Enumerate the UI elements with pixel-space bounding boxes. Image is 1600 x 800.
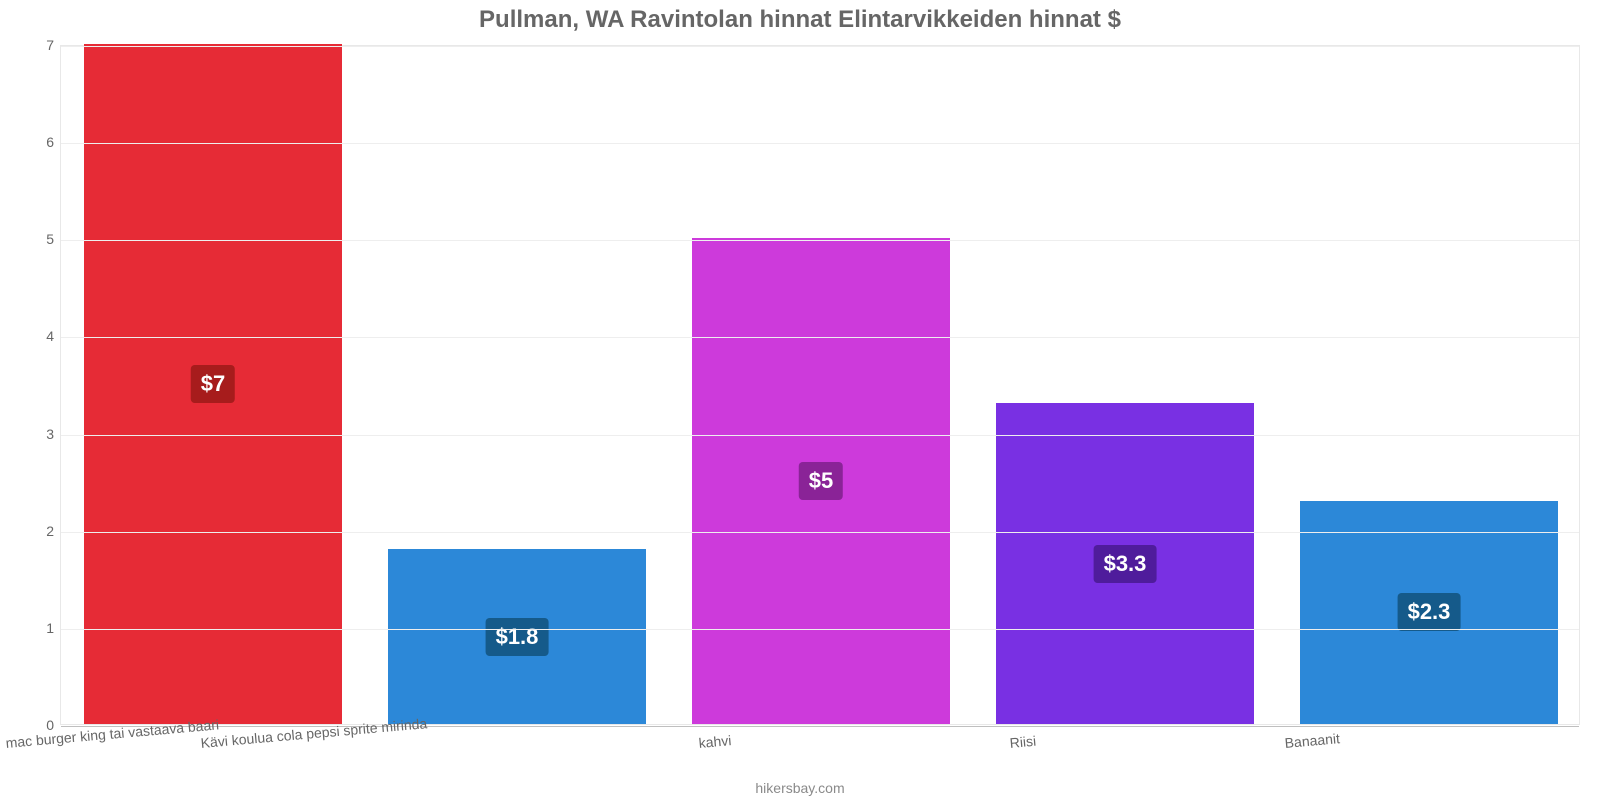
plot-area: $7 $1.8 $5 $3.3 $2.3 xyxy=(60,45,1580,725)
bar-value-label: $1.8 xyxy=(486,618,549,656)
y-tick-label: 3 xyxy=(30,426,54,442)
y-tick-label: 5 xyxy=(30,231,54,247)
y-tick-label: 6 xyxy=(30,134,54,150)
gridline xyxy=(61,337,1579,338)
y-tick-label: 1 xyxy=(30,620,54,636)
x-tick-label: kahvi xyxy=(698,732,732,751)
chart-title: Pullman, WA Ravintolan hinnat Elintarvik… xyxy=(0,6,1600,34)
gridline xyxy=(61,532,1579,533)
bar-value-label: $2.3 xyxy=(1398,593,1461,631)
gridline xyxy=(61,435,1579,436)
x-axis-labels: mac burger king tai vastaava baariKävi k… xyxy=(60,725,1580,775)
bars-layer: $7 $1.8 $5 $3.3 $2.3 xyxy=(61,46,1579,724)
gridline xyxy=(61,143,1579,144)
y-tick-label: 2 xyxy=(30,523,54,539)
y-tick-label: 7 xyxy=(30,37,54,53)
x-tick-label: Riisi xyxy=(1009,733,1037,751)
bar-value-label: $7 xyxy=(191,365,235,403)
y-tick-label: 4 xyxy=(30,328,54,344)
x-tick-label: Banaanit xyxy=(1284,730,1340,751)
chart-container: Pullman, WA Ravintolan hinnat Elintarvik… xyxy=(0,0,1600,800)
bar-value-label: $3.3 xyxy=(1094,545,1157,583)
chart-footer: hikersbay.com xyxy=(0,780,1600,796)
gridline xyxy=(61,629,1579,630)
gridline xyxy=(61,240,1579,241)
gridline xyxy=(61,46,1579,47)
y-tick-label: 0 xyxy=(30,717,54,733)
bar-value-label: $5 xyxy=(799,462,843,500)
